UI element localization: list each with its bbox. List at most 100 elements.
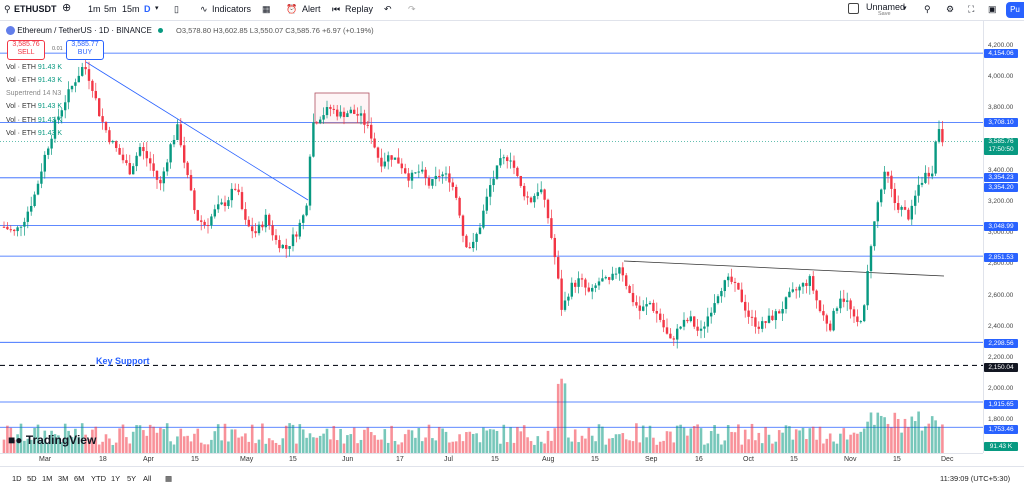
candle-body — [451, 182, 454, 187]
volume-bar — [74, 428, 77, 453]
time-axis[interactable] — [0, 453, 983, 467]
range-1d[interactable]: 1D — [12, 474, 22, 483]
volume-bar — [774, 441, 778, 453]
replay-icon[interactable]: ⏮ — [332, 4, 341, 14]
interval-d[interactable]: D — [144, 4, 151, 14]
volume-bar — [420, 441, 424, 453]
time-tick-label: 15 — [191, 456, 199, 463]
volume-bar — [550, 440, 553, 453]
candle-body — [920, 182, 924, 185]
candle-body — [499, 158, 502, 166]
interval-dropdown-icon[interactable]: ▾ — [155, 5, 159, 12]
settings-gear-icon[interactable]: ⚙ — [946, 4, 955, 14]
indicator-legend-row[interactable]: Vol · ETH 91.43 K — [6, 130, 62, 137]
compare-add-icon[interactable]: ⊕ — [62, 2, 72, 14]
candle-body — [19, 226, 23, 228]
indicators-icon[interactable]: ∿ — [200, 4, 208, 14]
snapshot-camera-icon[interactable]: ▣ — [988, 4, 997, 14]
range-1m[interactable]: 1M — [42, 474, 53, 483]
time-tick-label: 15 — [893, 456, 901, 463]
indicator-legend-row[interactable]: Vol · ETH 91.43 K — [6, 103, 62, 110]
range-3m[interactable]: 3M — [58, 474, 69, 483]
layout-icon[interactable] — [848, 3, 859, 14]
range-1y[interactable]: 1Y — [111, 474, 121, 483]
alert-button[interactable]: Alert — [302, 4, 321, 14]
interval-1m[interactable]: 1m — [88, 4, 101, 14]
volume-bar — [553, 428, 557, 453]
volume-bar — [213, 431, 217, 453]
price-chart-canvas[interactable] — [0, 21, 983, 453]
buy-button[interactable]: 3,585.77 BUY — [66, 40, 104, 60]
undo-icon[interactable]: ↶ — [384, 4, 392, 14]
volume-bar — [859, 431, 863, 453]
candle-body — [465, 235, 468, 248]
candle-body — [322, 115, 325, 120]
volume-bar — [70, 437, 74, 453]
candle-body — [203, 221, 206, 226]
range-all[interactable]: All — [143, 474, 152, 483]
volume-bar — [305, 437, 308, 453]
candle-body — [247, 219, 250, 227]
volume-bar — [458, 434, 461, 453]
date-range-calendar-icon[interactable]: ▦ — [165, 474, 173, 483]
volume-bar — [645, 437, 648, 453]
volume-bar — [856, 433, 859, 453]
volume-bar — [723, 440, 727, 453]
candle-body — [366, 124, 369, 126]
candle-body — [312, 122, 315, 157]
range-6m[interactable]: 6M — [74, 474, 85, 483]
clock-timezone[interactable]: 11:39:09 (UTC+5:30) — [940, 474, 1011, 483]
sell-button[interactable]: 3,585.76 SELL — [7, 40, 45, 60]
chart-pane[interactable] — [0, 21, 983, 453]
candle-body — [495, 165, 499, 179]
range-5d[interactable]: 5D — [27, 474, 37, 483]
indicator-legend-row[interactable]: Vol · ETH 91.43 K — [6, 117, 62, 124]
indicator-legend-row[interactable]: Supertrend 14 N3 — [6, 90, 61, 97]
fullscreen-icon[interactable]: ⛶ — [968, 4, 975, 14]
candle-body — [584, 279, 587, 288]
candle-body — [706, 316, 709, 327]
candle-body — [890, 175, 893, 189]
indicator-legend-row[interactable]: Vol · ETH 91.43 K — [6, 64, 62, 71]
layout-name[interactable]: Unnamed — [866, 2, 906, 12]
volume-bar — [560, 378, 563, 453]
templates-icon[interactable]: ▦ — [262, 4, 271, 14]
volume-bar — [852, 432, 856, 453]
candle-body — [162, 171, 165, 184]
publish-button[interactable]: Pu — [1006, 2, 1024, 18]
range-ytd[interactable]: YTD — [91, 474, 106, 483]
candle-body — [193, 190, 196, 211]
horizontal-level-label: 3,708.10 — [984, 118, 1018, 127]
range-5y[interactable]: 5Y — [127, 474, 137, 483]
interval-15m[interactable]: 15m — [122, 4, 140, 14]
candle-body — [716, 296, 720, 304]
symbol-name[interactable]: ETHUSDT — [14, 4, 57, 14]
volume-bar — [536, 436, 540, 453]
candle-body — [835, 308, 839, 311]
candle-body — [47, 148, 50, 155]
alert-icon[interactable]: ⏰ — [286, 4, 298, 14]
chart-type-candles-icon[interactable]: ▯ — [174, 4, 179, 14]
layout-dropdown-icon[interactable]: ▾ — [903, 5, 907, 12]
horizontal-level-label: 3,354.20 — [984, 183, 1018, 192]
indicators-button[interactable]: Indicators — [212, 4, 252, 14]
volume-bar — [454, 441, 458, 453]
quick-search-icon[interactable]: ⚲ — [924, 4, 931, 14]
volume-bar — [924, 426, 927, 453]
volume-bar — [179, 428, 183, 453]
price-scale[interactable] — [983, 21, 1024, 453]
interval-5m[interactable]: 5m — [104, 4, 117, 14]
candle-body — [135, 155, 138, 167]
volume-bar — [743, 429, 747, 453]
redo-icon[interactable]: ↷ — [408, 4, 416, 14]
replay-button[interactable]: Replay — [345, 4, 374, 14]
time-tick-label: Aug — [542, 456, 555, 463]
candle-body — [635, 302, 638, 306]
volume-bar — [655, 444, 659, 453]
symbol-search-icon[interactable]: ⚲ — [4, 4, 11, 14]
key-support-annotation[interactable]: Key Support — [96, 356, 150, 366]
candle-body — [325, 107, 329, 116]
volume-bar — [121, 424, 125, 453]
indicator-legend-row[interactable]: Vol · ETH 91.43 K — [6, 77, 62, 84]
candle-body — [567, 296, 570, 301]
